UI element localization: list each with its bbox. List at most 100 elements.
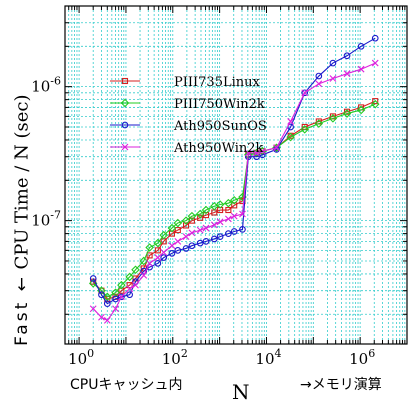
data-point [181, 216, 191, 225]
legend-entry-ath950sunos: Ath950SunOS [110, 119, 267, 134]
data-point [224, 215, 232, 223]
data-point [239, 210, 246, 218]
data-point [98, 291, 105, 299]
fast-arrow-label: Fast ← [12, 274, 32, 346]
data-point [202, 238, 210, 245]
data-point [125, 272, 134, 282]
data-point [357, 65, 365, 73]
series-line-piii750win2k [92, 103, 376, 298]
data-point [343, 70, 351, 78]
data-point [132, 281, 139, 289]
data-point [196, 226, 204, 234]
data-point [230, 228, 238, 235]
data-point [89, 305, 97, 313]
data-point [140, 272, 148, 279]
legend-label: Ath950Win2k [173, 141, 264, 156]
legend-entry-ath950win2k: Ath950Win2k [110, 141, 264, 156]
grid [65, 6, 407, 344]
data-point [356, 105, 366, 115]
data-point [174, 247, 182, 254]
data-point [215, 200, 225, 209]
data-point [301, 89, 309, 97]
data-point [139, 256, 149, 266]
data-point [118, 293, 125, 301]
series-ath950win2k [89, 59, 379, 324]
data-point [343, 108, 351, 115]
data-point [300, 125, 309, 134]
data-point [229, 195, 239, 205]
ticks: 100 102 104 106 10-7 10-6 [31, 6, 407, 368]
data-point [371, 59, 379, 67]
legend-entry-piii735linux: PIII735Linux [110, 75, 261, 90]
data-point [112, 305, 119, 313]
data-point [253, 149, 260, 157]
data-point [126, 291, 134, 299]
data-point [370, 99, 380, 109]
cache-note: CPUキャッシュ内 [70, 377, 183, 393]
data-point [126, 285, 134, 293]
series-piii750win2k [88, 99, 380, 302]
x-tick-label: 102 [162, 347, 188, 368]
data-point [103, 300, 111, 308]
legend-marker [121, 143, 129, 151]
memory-note: →メモリ演算 [300, 377, 382, 393]
data-point [154, 254, 162, 261]
data-point [371, 34, 379, 42]
data-point [182, 233, 190, 240]
data-point [159, 230, 168, 240]
data-point [225, 206, 232, 214]
y-axis-label: CPU Time / N (sec) [11, 94, 33, 270]
legend: PIII735Linux PIII750Win2k Ath950SunOS Ath95… [110, 75, 267, 156]
data-point [182, 245, 190, 252]
data-point [253, 153, 260, 161]
data-point [160, 248, 168, 256]
data-point [201, 205, 211, 215]
data-point [173, 218, 183, 228]
data-point [286, 132, 295, 142]
data-point [372, 98, 379, 105]
data-point [210, 221, 218, 229]
data-point [146, 252, 153, 259]
data-point [357, 42, 365, 50]
data-point [216, 233, 224, 240]
data-point [225, 230, 232, 237]
data-point [224, 198, 233, 208]
data-point [259, 148, 266, 155]
legend-marker [121, 77, 129, 85]
legend-entry-piii750win2k: PIII750Win2k [110, 97, 265, 112]
data-point [154, 247, 161, 254]
data-point [230, 212, 238, 220]
data-point [329, 75, 337, 82]
data-point [210, 235, 218, 243]
data-point [160, 254, 168, 261]
data-point [153, 238, 163, 248]
data-point [168, 242, 176, 250]
data-point [98, 313, 105, 321]
legend-label: PIII735Linux [174, 75, 261, 90]
data-point [329, 59, 337, 67]
data-point [202, 212, 210, 219]
data-point [188, 229, 196, 237]
data-point [197, 214, 204, 221]
data-point [315, 80, 323, 88]
data-point [315, 72, 323, 80]
data-point [216, 218, 224, 226]
data-point [183, 222, 190, 229]
data-point [273, 144, 280, 152]
data-point [145, 243, 154, 252]
data-point [287, 118, 295, 125]
y-tick-label: 10-7 [31, 209, 61, 230]
data-point [244, 149, 252, 157]
data-point [328, 114, 338, 123]
data-point [314, 119, 324, 128]
y-tick-label: 10-6 [31, 75, 61, 96]
data-point [301, 89, 309, 97]
x-tick-label: 100 [68, 347, 94, 368]
data-point [343, 52, 351, 60]
legend-marker [121, 121, 129, 129]
data-point [168, 249, 176, 257]
data-point [112, 295, 119, 303]
data-point [167, 223, 177, 233]
legend-label: Ath950SunOS [173, 119, 267, 134]
